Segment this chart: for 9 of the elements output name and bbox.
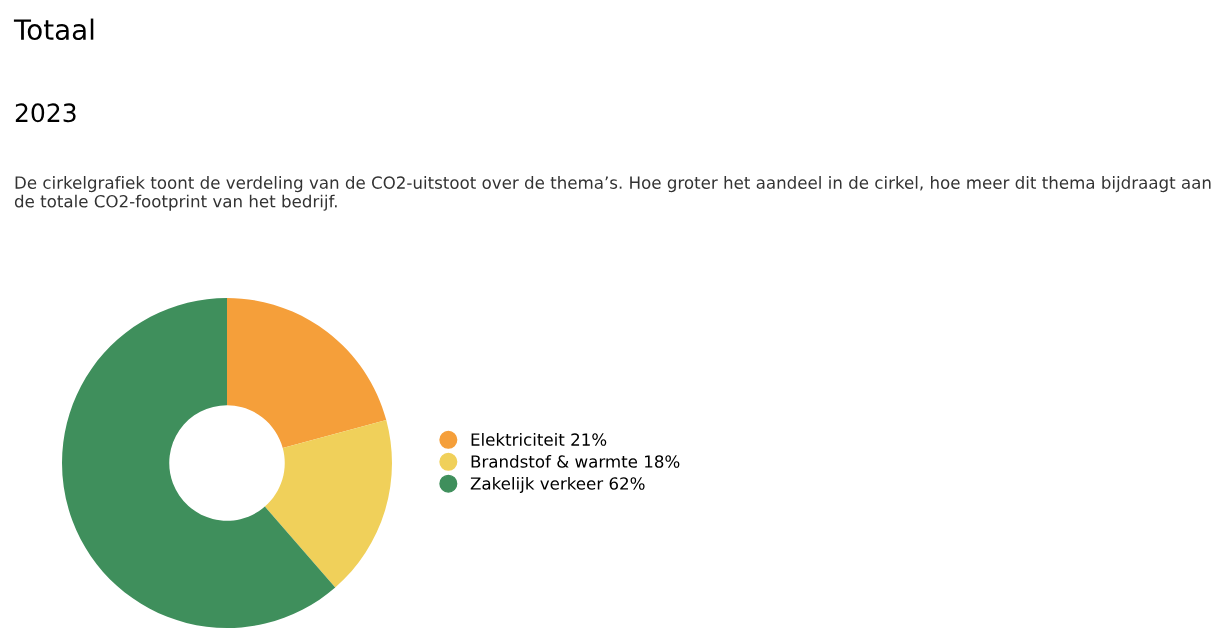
donut-slice — [62, 298, 336, 628]
legend-label: Zakelijk verkeer 62% — [470, 476, 645, 494]
chart-title: Totaal — [13, 18, 94, 41]
donut-slice — [227, 298, 387, 448]
chart-subtitle: 2023 — [15, 103, 76, 123]
text: De cirkelgrafiek toont de verdeling van de CO2-uitstoot over de thema’s. Hoe groter het aandeel in de cirkel, hoe meer dit thema bijdraagt aan de totale CO2-footprint van het bedrijf. — [14, 176, 1211, 211]
legend-label: Brandstof & warmte 18% — [471, 454, 680, 468]
donut-slice — [264, 419, 392, 588]
legend-label: Elektriciteit 21% — [471, 432, 607, 446]
